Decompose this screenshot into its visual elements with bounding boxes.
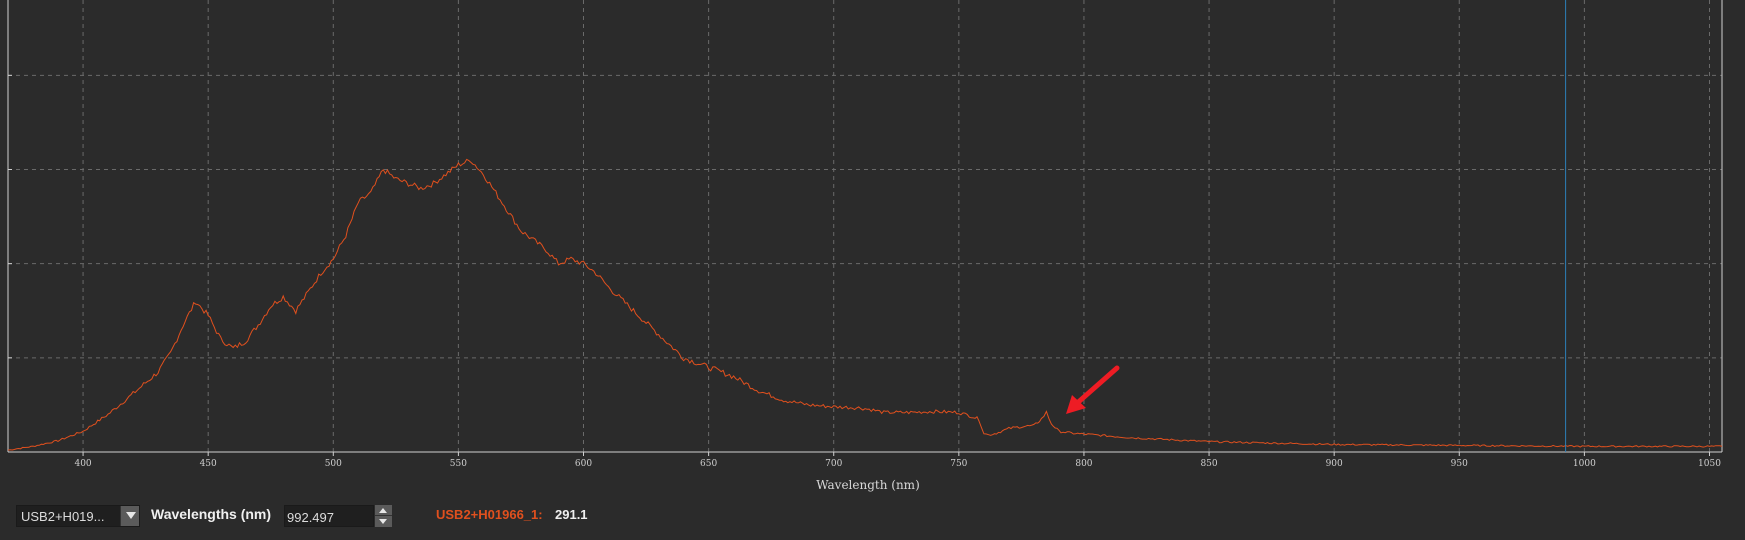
x-tick-label: 450 <box>200 459 217 469</box>
wavelength-label: Wavelengths (nm) <box>151 506 272 522</box>
device-select-value: USB2+H019... <box>21 509 105 524</box>
x-tick-label: 550 <box>450 459 467 469</box>
spectrum-plot[interactable]: 400 450 500 550 600 650 700 750 800 850 900 950 1000… <box>0 0 1745 500</box>
x-tick-label: 750 <box>950 459 967 469</box>
x-axis-title: Wavelength (nm) <box>816 478 920 492</box>
dropdown-button[interactable] <box>120 506 139 526</box>
chevron-down-icon <box>126 512 136 519</box>
wavelength-input[interactable] <box>284 505 374 527</box>
readout-series-name: USB2+H01966_1: <box>436 507 543 522</box>
x-tick-label: 400 <box>74 459 91 469</box>
spin-down-icon <box>379 519 387 524</box>
spin-down-button[interactable] <box>375 516 392 527</box>
axes <box>7 0 1723 453</box>
x-tick-labels: 400 450 500 550 600 650 700 750 800 850 900 950 1000… <box>74 452 1721 469</box>
arrow-shaft <box>1072 365 1120 408</box>
x-tick-label: 900 <box>1326 459 1343 469</box>
x-tick-label: 1000 <box>1573 459 1596 469</box>
x-tick-label: 800 <box>1075 459 1092 469</box>
x-tick-label: 1050 <box>1698 459 1721 469</box>
x-tick-label: 500 <box>325 459 342 469</box>
arrow-head <box>1066 395 1086 414</box>
red-arrow-annotation <box>1066 365 1120 414</box>
device-select[interactable]: USB2+H019... <box>16 505 140 527</box>
grid-lines <box>8 0 1722 452</box>
x-tick-label: 600 <box>575 459 592 469</box>
wavelength-spinner[interactable] <box>375 505 392 527</box>
x-tick-label: 850 <box>1200 459 1217 469</box>
spectrum-series-line <box>7 158 1723 451</box>
x-tick-label: 950 <box>1451 459 1468 469</box>
readout-value: 291.1 <box>555 507 588 522</box>
x-tick-label: 650 <box>700 459 717 469</box>
spin-up-icon <box>379 508 387 513</box>
x-tick-label: 700 <box>825 459 842 469</box>
spin-up-button[interactable] <box>375 505 392 516</box>
